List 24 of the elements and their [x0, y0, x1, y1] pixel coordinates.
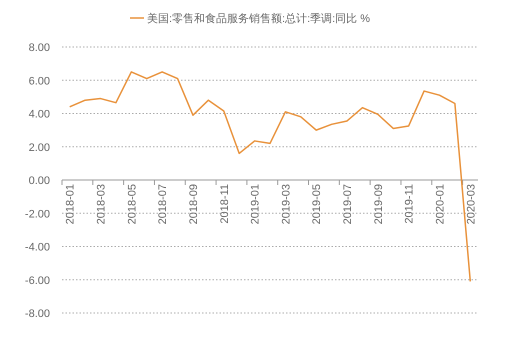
y-tick-label: 8.00 [28, 42, 50, 54]
x-tick-label: 2019-03 [280, 184, 292, 224]
x-tick-label: 2020-03 [465, 184, 478, 224]
x-tick-label: 2019-01 [250, 184, 262, 224]
y-tick-label: 0.00 [28, 175, 50, 187]
x-tick-label: 2019-11 [404, 184, 416, 224]
x-tick-label: 2018-01 [64, 184, 77, 224]
x-tick-label: 2019-09 [372, 184, 385, 224]
y-tick-label: -2.00 [24, 208, 50, 220]
x-tick-label: 2020-01 [434, 184, 446, 224]
y-tick-label: -8.00 [24, 308, 50, 320]
x-tick-label: 2018-11 [218, 184, 231, 224]
legend-label: 美国:零售和食品服务销售额:总计:季调:同比 % [147, 12, 370, 25]
y-tick-label: -4.00 [24, 242, 50, 254]
y-tick-label: 4.00 [28, 108, 50, 120]
x-tick-label: 2018-07 [157, 184, 170, 224]
x-tick-label: 2018-03 [96, 184, 108, 224]
x-tick-label: 2019-07 [342, 184, 354, 224]
x-tick-label: 2018-09 [188, 184, 200, 224]
y-tick-label: 6.00 [28, 75, 50, 88]
x-tick-label: 2019-05 [311, 184, 324, 224]
y-tick-label: 2.00 [28, 142, 50, 154]
x-tick-label: 2018-05 [126, 184, 138, 224]
y-tick-label: -6.00 [24, 274, 50, 287]
